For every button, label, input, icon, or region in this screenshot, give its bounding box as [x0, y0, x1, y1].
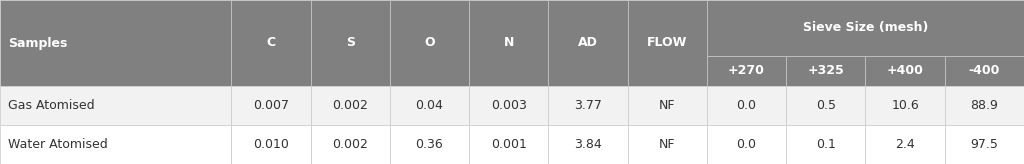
Text: Sieve Size (mesh): Sieve Size (mesh): [803, 21, 928, 34]
Bar: [0, 0, 231, 86]
Text: NF: NF: [659, 99, 676, 112]
Bar: [390, 125, 469, 164]
Text: Gas Atomised: Gas Atomised: [8, 99, 95, 112]
Bar: [231, 86, 310, 125]
Bar: [707, 86, 786, 125]
Text: 10.6: 10.6: [891, 99, 919, 112]
Text: 0.002: 0.002: [332, 99, 368, 112]
Bar: [0, 125, 231, 164]
Text: 97.5: 97.5: [971, 138, 998, 151]
Bar: [628, 125, 707, 164]
Text: AD: AD: [578, 37, 598, 50]
Text: 0.003: 0.003: [490, 99, 526, 112]
Bar: [865, 125, 945, 164]
Bar: [786, 125, 865, 164]
Bar: [707, 0, 1024, 56]
Text: 0.007: 0.007: [253, 99, 289, 112]
Bar: [469, 0, 548, 86]
Bar: [310, 86, 390, 125]
Text: +270: +270: [728, 64, 765, 78]
Text: N: N: [504, 37, 514, 50]
Text: 3.77: 3.77: [574, 99, 602, 112]
Bar: [628, 0, 707, 86]
Text: C: C: [266, 37, 275, 50]
Text: NF: NF: [659, 138, 676, 151]
Bar: [231, 0, 310, 86]
Text: 0.1: 0.1: [816, 138, 836, 151]
Bar: [945, 56, 1024, 86]
Bar: [707, 56, 786, 86]
Text: +400: +400: [887, 64, 924, 78]
Bar: [865, 56, 945, 86]
Text: 3.84: 3.84: [574, 138, 602, 151]
Bar: [310, 0, 390, 86]
Bar: [945, 86, 1024, 125]
Bar: [390, 86, 469, 125]
Text: 0.010: 0.010: [253, 138, 289, 151]
Text: 2.4: 2.4: [895, 138, 915, 151]
Bar: [786, 86, 865, 125]
Text: O: O: [424, 37, 435, 50]
Bar: [786, 56, 865, 86]
Bar: [865, 86, 945, 125]
Text: S: S: [346, 37, 354, 50]
Text: Samples: Samples: [8, 37, 68, 50]
Bar: [0, 86, 231, 125]
Bar: [548, 0, 628, 86]
Bar: [548, 125, 628, 164]
Text: 88.9: 88.9: [971, 99, 998, 112]
Bar: [469, 86, 548, 125]
Bar: [945, 125, 1024, 164]
Text: 0.36: 0.36: [416, 138, 443, 151]
Text: 0.001: 0.001: [490, 138, 526, 151]
Text: +325: +325: [808, 64, 844, 78]
Text: FLOW: FLOW: [647, 37, 687, 50]
Text: 0.0: 0.0: [736, 99, 757, 112]
Bar: [548, 86, 628, 125]
Text: 0.0: 0.0: [736, 138, 757, 151]
Bar: [231, 125, 310, 164]
Text: 0.002: 0.002: [332, 138, 368, 151]
Bar: [310, 125, 390, 164]
Bar: [628, 86, 707, 125]
Text: -400: -400: [969, 64, 1000, 78]
Bar: [390, 0, 469, 86]
Text: 0.5: 0.5: [816, 99, 836, 112]
Bar: [707, 125, 786, 164]
Text: 0.04: 0.04: [416, 99, 443, 112]
Bar: [469, 125, 548, 164]
Text: Water Atomised: Water Atomised: [8, 138, 108, 151]
